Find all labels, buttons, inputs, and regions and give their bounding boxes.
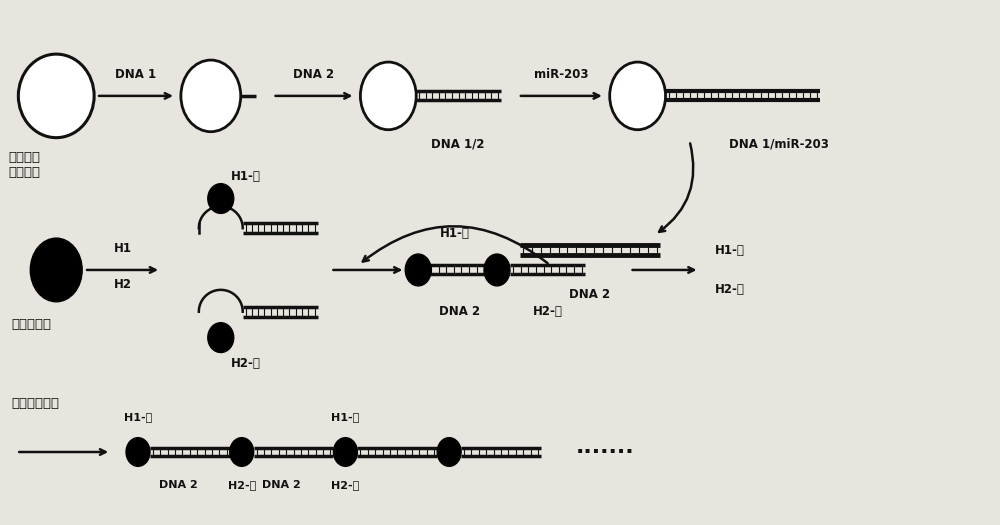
Ellipse shape <box>610 62 666 130</box>
Text: H2-金: H2-金 <box>331 480 360 490</box>
Ellipse shape <box>30 238 82 302</box>
Text: DNA 2: DNA 2 <box>569 288 610 301</box>
Text: DNA 2: DNA 2 <box>439 305 480 318</box>
Text: 羧基修飾
磁性微球: 羧基修飾 磁性微球 <box>8 151 40 178</box>
Text: H1: H1 <box>114 242 132 255</box>
Text: DNA 2: DNA 2 <box>262 480 301 490</box>
Ellipse shape <box>405 254 431 286</box>
Text: H2-金: H2-金 <box>231 358 261 371</box>
Text: DNA 1/miR-203: DNA 1/miR-203 <box>729 138 829 151</box>
Text: DNA 1: DNA 1 <box>115 68 157 81</box>
Text: H1-金: H1-金 <box>440 227 470 240</box>
Ellipse shape <box>484 254 510 286</box>
Text: H2-金: H2-金 <box>714 284 744 296</box>
Text: H1-金: H1-金 <box>714 244 744 257</box>
Ellipse shape <box>360 62 416 130</box>
Text: 杂交链式反应: 杂交链式反应 <box>11 397 59 410</box>
Ellipse shape <box>333 438 357 466</box>
Text: DNA 2: DNA 2 <box>293 68 335 81</box>
Text: H1-金: H1-金 <box>331 412 360 422</box>
Text: H2: H2 <box>114 278 132 291</box>
Text: ·······: ······· <box>576 442 634 462</box>
Text: DNA 2: DNA 2 <box>159 480 197 490</box>
Ellipse shape <box>208 323 234 352</box>
Text: H1-金: H1-金 <box>231 171 261 183</box>
Ellipse shape <box>230 438 254 466</box>
Text: 金纳米粒子: 金纳米粒子 <box>11 318 51 331</box>
Ellipse shape <box>18 54 94 138</box>
Text: DNA 1/2: DNA 1/2 <box>431 138 485 151</box>
Ellipse shape <box>181 60 241 132</box>
Ellipse shape <box>126 438 150 466</box>
Text: H2-金: H2-金 <box>228 480 256 490</box>
Ellipse shape <box>208 184 234 213</box>
Text: miR-203: miR-203 <box>534 68 589 81</box>
Ellipse shape <box>437 438 461 466</box>
Text: H2-金: H2-金 <box>532 305 562 318</box>
Text: H1-金: H1-金 <box>124 412 152 422</box>
